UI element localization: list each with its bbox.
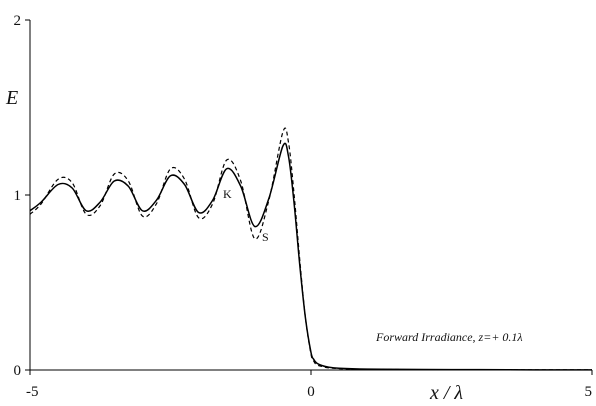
y-tick-label: 0: [14, 363, 22, 379]
y-tick-label: 2: [14, 13, 22, 29]
x-ticks: -5 0 5: [26, 370, 593, 400]
y-axis-label: E: [5, 87, 18, 109]
y-ticks: 0 1 2: [14, 13, 30, 379]
series-line-s: [29, 127, 592, 371]
series-label-s: S: [262, 230, 269, 244]
x-axis-label: x / λ: [429, 382, 463, 404]
series-layer: [29, 127, 593, 371]
axes: [29, 20, 592, 371]
x-tick-label: 0: [307, 384, 315, 400]
x-tick-label: 5: [585, 384, 593, 400]
series-line-k: [29, 142, 593, 371]
x-tick-label: -5: [26, 384, 39, 400]
series-label-k: K: [223, 187, 232, 201]
y-tick-label: 1: [14, 188, 22, 204]
chart-annotation: Forward Irradiance, z=+ 0.1λ: [375, 330, 523, 344]
